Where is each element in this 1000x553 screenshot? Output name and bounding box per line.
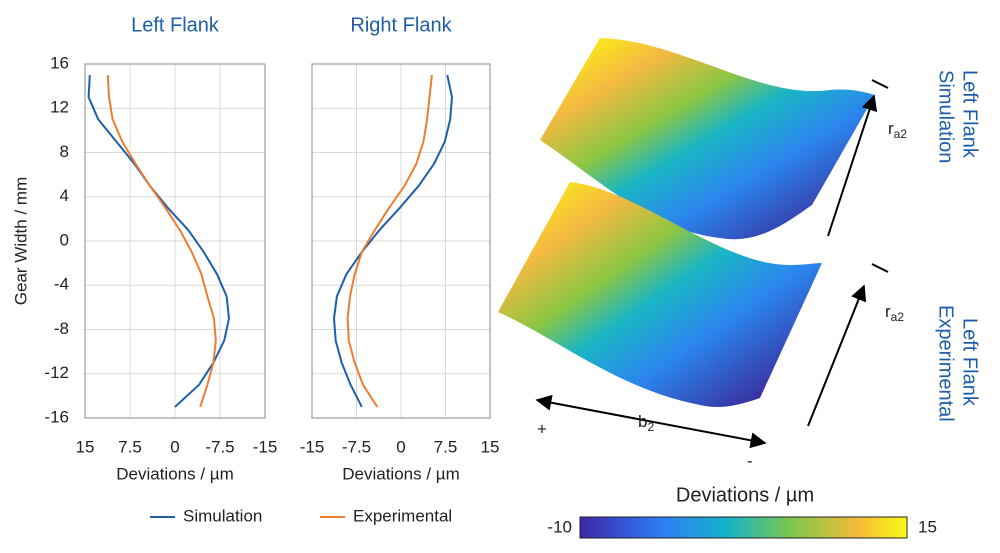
y-tick-label: 0 xyxy=(60,230,69,249)
colorbar-label: Deviations / µm xyxy=(676,484,814,506)
simulation-surface xyxy=(540,38,875,240)
x-tick-label: -15 xyxy=(300,437,325,456)
surface-label: Experimental xyxy=(935,305,957,422)
colorbar: Deviations / µm -10 15 xyxy=(547,484,937,539)
surfaces: ra2 ra2 b2 + - Simulation Left Flank Exp… xyxy=(498,38,981,470)
x-tick-label: 15 xyxy=(76,437,95,456)
colorbar-max: 15 xyxy=(918,517,937,536)
x-tick-label: -15 xyxy=(253,437,278,456)
plot-frame xyxy=(84,63,266,419)
minus-sign: - xyxy=(747,451,753,470)
width-arrow xyxy=(535,394,767,449)
chart-title: Left Flank xyxy=(131,14,220,36)
radius-label: ra2 xyxy=(885,302,904,324)
y-tick-label: -12 xyxy=(44,363,69,382)
radius-arrow xyxy=(807,284,867,427)
chart-title: Right Flank xyxy=(350,14,452,36)
x-tick-label: 0 xyxy=(170,437,179,456)
x-axis-label: Deviations / µm xyxy=(342,464,460,483)
surface-label: Simulation xyxy=(935,70,957,163)
x-tick-label: 7.5 xyxy=(434,437,458,456)
x-tick-label: 15 xyxy=(481,437,500,456)
surface-label: Left Flank xyxy=(959,318,981,407)
legend-label: Simulation xyxy=(183,506,262,525)
x-tick-label: 7.5 xyxy=(118,437,142,456)
radius-label: ra2 xyxy=(888,119,907,141)
y-tick-label: -8 xyxy=(54,319,69,338)
radius-tick xyxy=(871,79,889,89)
experimental-surface xyxy=(498,182,822,408)
y-tick-label: 16 xyxy=(50,53,69,72)
data-line xyxy=(333,74,453,408)
data-line xyxy=(106,75,217,408)
legend-label: Experimental xyxy=(353,506,452,525)
radius-arrow xyxy=(827,94,878,237)
y-tick-label: 12 xyxy=(50,98,69,117)
plus-sign: + xyxy=(537,419,547,438)
x-tick-label: -7.5 xyxy=(342,437,371,456)
plot-frame xyxy=(311,63,491,419)
colorbar-min: -10 xyxy=(547,517,572,536)
data-line xyxy=(346,74,433,408)
x-axis-label: Deviations / µm xyxy=(116,464,234,483)
y-axis-label: Gear Width / mm xyxy=(11,177,30,305)
x-tick-label: -7.5 xyxy=(205,437,234,456)
y-tick-label: 8 xyxy=(60,142,69,161)
x-tick-label: 0 xyxy=(396,437,405,456)
radius-tick xyxy=(871,263,889,273)
data-line xyxy=(87,75,230,408)
colorbar-gradient xyxy=(579,516,908,539)
y-tick-label: 4 xyxy=(60,186,69,205)
width-label: b2 xyxy=(638,412,654,434)
y-tick-label: -16 xyxy=(44,407,69,426)
surface-label: Left Flank xyxy=(959,70,981,159)
y-tick-label: -4 xyxy=(54,275,69,294)
